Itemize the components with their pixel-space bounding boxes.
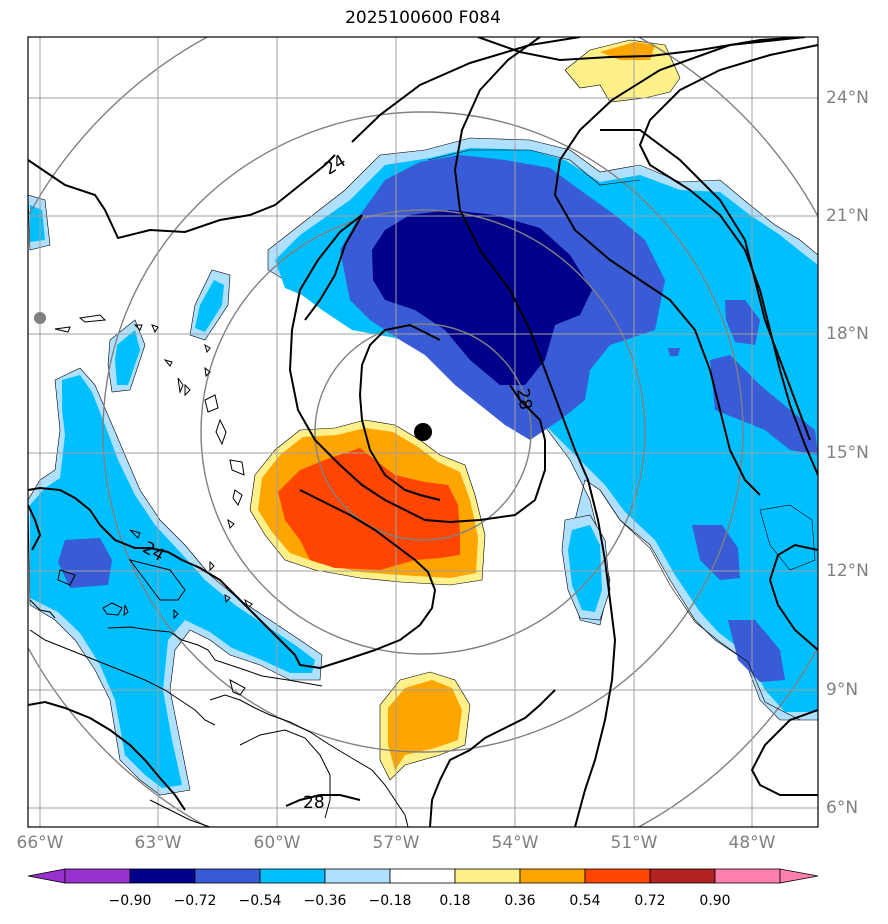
lat-tick-label: 24°N	[826, 88, 869, 108]
colorbar-tick-label: 0.36	[504, 893, 536, 909]
colorbar-bin	[454, 868, 521, 884]
lat-tick-label: 6°N	[826, 798, 859, 818]
colorbar-tick-label: −0.90	[108, 893, 152, 909]
colorbar-tick-label: 0.72	[634, 893, 666, 909]
colorbar-tick-label: −0.36	[303, 893, 347, 909]
lon-tick-label: 66°W	[16, 833, 64, 853]
plot-frame	[27, 36, 819, 828]
colorbar-bin	[519, 868, 586, 884]
colorbar-bin	[584, 868, 651, 884]
colorbar-bin	[714, 868, 781, 884]
colorbar	[27, 868, 819, 884]
colorbar-tick-label: −0.18	[368, 893, 412, 909]
range-rings	[28, 37, 818, 827]
colorbar-bin	[389, 868, 456, 884]
lat-tick-label: 21°N	[826, 206, 869, 226]
grey-point-marker	[34, 312, 46, 324]
colorbar-tick-label: 0.54	[569, 893, 601, 909]
lon-tick-label: 48°W	[728, 833, 776, 853]
storm-center-marker	[414, 423, 432, 441]
thick-contours	[28, 37, 818, 827]
colorbar-tick-label: 0.90	[699, 893, 731, 909]
colorbar-tick-label: −0.72	[173, 893, 217, 909]
lat-tick-label: 9°N	[826, 680, 859, 700]
contour-label: 28	[512, 387, 535, 412]
contour-label: 28	[303, 793, 325, 813]
colorbar-bin	[324, 868, 391, 884]
thin-contours	[427, 149, 816, 721]
anomaly-fill-navy	[372, 210, 592, 385]
colorbar-bin	[649, 868, 716, 884]
colorbar-extend-low	[27, 868, 66, 884]
colorbar-tick-label: 0.18	[439, 893, 471, 909]
lon-tick-label: 51°W	[610, 833, 658, 853]
colorbar-bin	[259, 868, 326, 884]
lat-tick-label: 12°N	[826, 561, 869, 581]
lon-tick-label: 60°W	[253, 833, 301, 853]
lon-tick-label: 63°W	[134, 833, 182, 853]
lon-tick-label: 54°W	[491, 833, 539, 853]
colorbar-bin	[64, 868, 131, 884]
lat-tick-label: 15°N	[826, 443, 869, 463]
contour-label: 24	[321, 151, 350, 179]
colorbar-bin	[129, 868, 196, 884]
lon-tick-label: 57°W	[372, 833, 420, 853]
colorbar-bin	[194, 868, 261, 884]
colorbar-extend-high	[779, 868, 819, 884]
lat-tick-label: 18°N	[826, 324, 869, 344]
map-title: 2025100600 F084	[345, 8, 501, 28]
colorbar-tick-label: −0.54	[238, 893, 282, 909]
